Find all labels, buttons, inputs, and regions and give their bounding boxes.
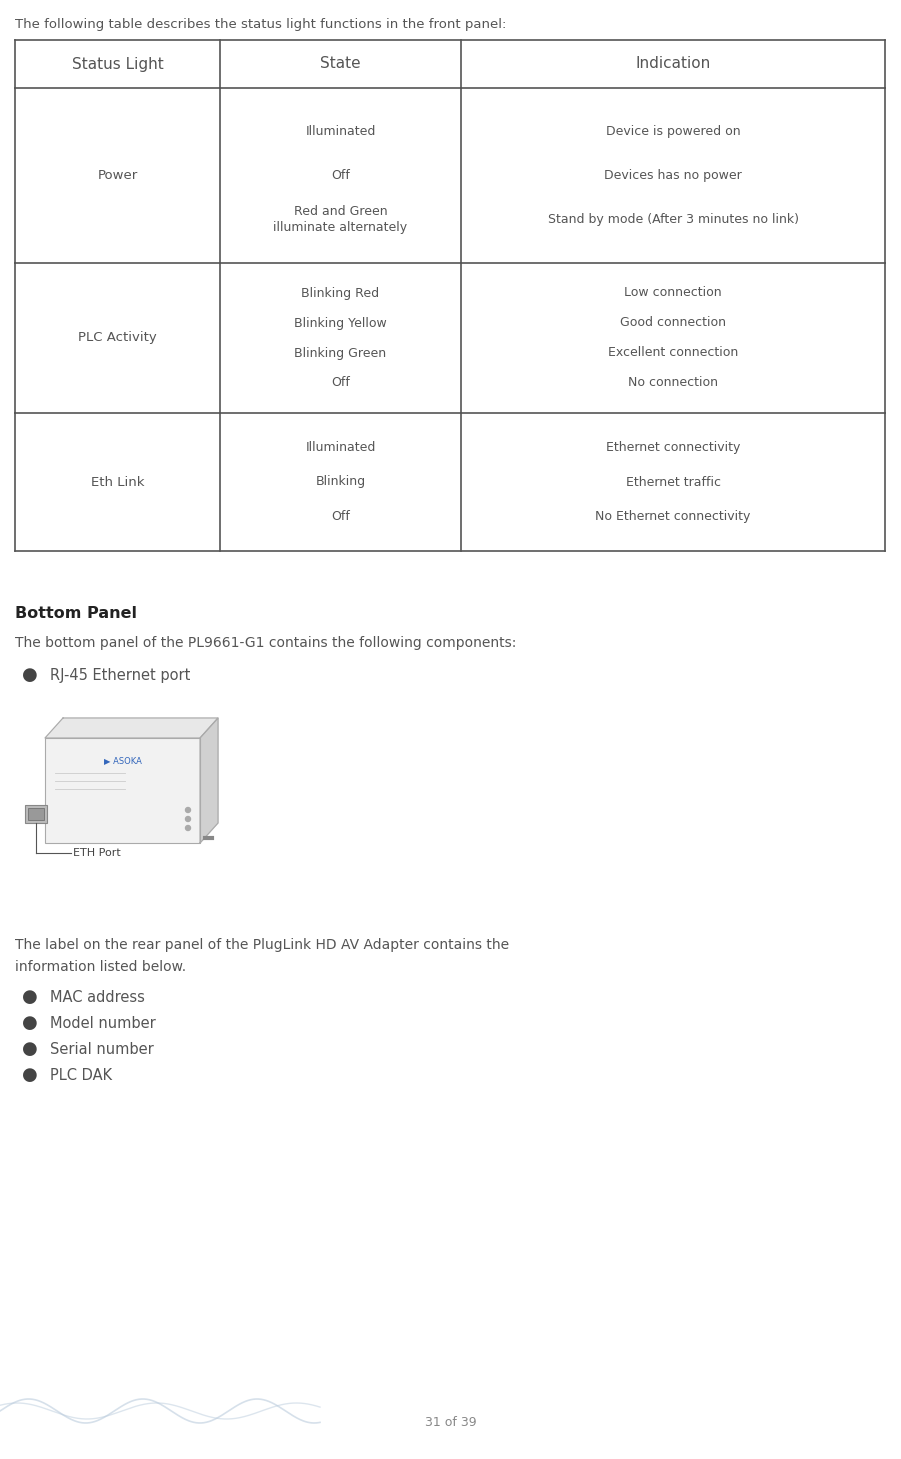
Text: Blinking Green: Blinking Green — [295, 346, 387, 359]
Text: Off: Off — [331, 511, 350, 522]
Text: MAC address: MAC address — [50, 991, 145, 1005]
Text: Off: Off — [331, 376, 350, 390]
Text: Ethernet traffic: Ethernet traffic — [625, 476, 721, 489]
Text: Excellent connection: Excellent connection — [608, 346, 738, 359]
Polygon shape — [45, 718, 218, 738]
Text: Off: Off — [331, 169, 350, 182]
Text: ●: ● — [22, 665, 38, 684]
Text: Stand by mode (After 3 minutes no link): Stand by mode (After 3 minutes no link) — [548, 213, 798, 226]
Text: Illuminated: Illuminated — [305, 125, 376, 139]
Text: Blinking: Blinking — [315, 476, 366, 489]
Text: State: State — [320, 57, 360, 71]
Text: Good connection: Good connection — [620, 317, 726, 330]
Text: Status Light: Status Light — [71, 57, 163, 71]
Text: The following table describes the status light functions in the front panel:: The following table describes the status… — [15, 18, 506, 31]
Text: Eth Link: Eth Link — [91, 476, 144, 489]
Text: ●: ● — [22, 1040, 38, 1058]
Text: Ethernet connectivity: Ethernet connectivity — [605, 441, 741, 454]
Polygon shape — [200, 718, 218, 843]
Text: Bottom Panel: Bottom Panel — [15, 605, 137, 622]
Bar — [45, 738, 200, 843]
Text: No Ethernet connectivity: No Ethernet connectivity — [596, 511, 751, 522]
Text: Blinking Red: Blinking Red — [302, 286, 379, 299]
Text: Low connection: Low connection — [624, 286, 722, 299]
Circle shape — [186, 817, 190, 821]
Text: Devices has no power: Devices has no power — [605, 169, 742, 182]
Text: PLC DAK: PLC DAK — [50, 1068, 112, 1083]
Text: The bottom panel of the PL9661-G1 contains the following components:: The bottom panel of the PL9661-G1 contai… — [15, 636, 516, 651]
Text: RJ-45 Ethernet port: RJ-45 Ethernet port — [50, 668, 190, 683]
Text: 31 of 39: 31 of 39 — [424, 1417, 477, 1428]
Text: ●: ● — [22, 1067, 38, 1084]
Bar — [25, 805, 47, 823]
Text: Device is powered on: Device is powered on — [605, 125, 741, 139]
Text: ●: ● — [22, 1014, 38, 1032]
Circle shape — [186, 826, 190, 830]
Text: PLC Activity: PLC Activity — [78, 331, 157, 344]
Text: Model number: Model number — [50, 1015, 156, 1032]
Text: Illuminated: Illuminated — [305, 441, 376, 454]
Text: Red and Green
illuminate alternately: Red and Green illuminate alternately — [273, 204, 407, 233]
Text: Power: Power — [97, 169, 138, 182]
Text: Serial number: Serial number — [50, 1042, 154, 1056]
Text: The label on the rear panel of the PlugLink HD AV Adapter contains the: The label on the rear panel of the PlugL… — [15, 938, 509, 953]
Text: Indication: Indication — [635, 57, 711, 71]
Text: ▶ ASOKA: ▶ ASOKA — [104, 756, 141, 765]
Text: information listed below.: information listed below. — [15, 960, 187, 975]
Text: ETH Port: ETH Port — [73, 848, 121, 858]
Text: No connection: No connection — [628, 376, 718, 390]
Bar — [28, 808, 44, 820]
Circle shape — [186, 807, 190, 813]
Text: Blinking Yellow: Blinking Yellow — [294, 317, 387, 330]
Text: ●: ● — [22, 988, 38, 1007]
